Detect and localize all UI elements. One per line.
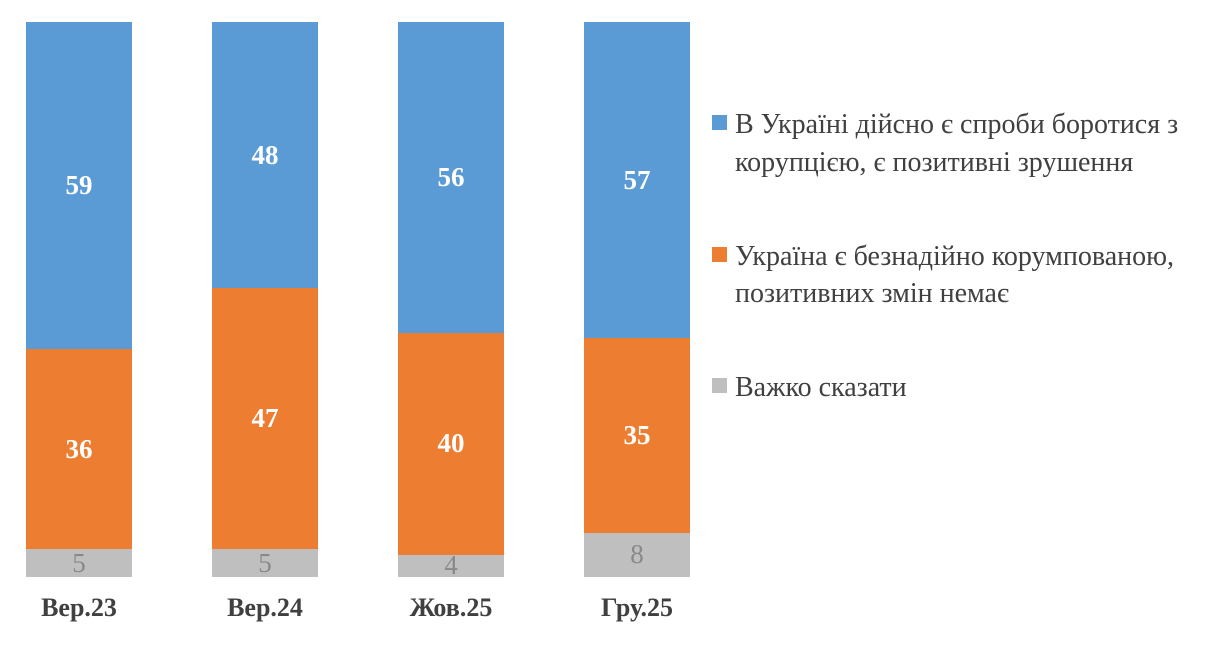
bar-value-label: 40 (437, 428, 465, 459)
bar-value-label: 48 (251, 139, 279, 170)
legend-item-label: Важко сказати (735, 372, 907, 404)
legend-item-label: В Україні дійсно є спроби боротися з кор… (735, 109, 1179, 178)
bar-segment: 36 (26, 349, 132, 550)
bar-segment: 4 (398, 550, 504, 581)
bar-value-label: 59 (65, 170, 93, 201)
bar-stack: 59 36 5 (26, 22, 132, 577)
bar-segment: 35 (584, 338, 690, 533)
bar-value-label: 5 (72, 547, 86, 578)
bar-value-label: 56 (437, 161, 465, 192)
bar-column: 48 47 5 Вер.24 (212, 22, 318, 623)
bar-segment: 5 (212, 549, 318, 577)
bar-value-label: 47 (251, 403, 279, 434)
legend-item-label: Україна є безнадійно корумпованою, позит… (735, 240, 1175, 310)
legend-item: В Україні дійсно є спроби боротися з кор… (712, 106, 1212, 182)
bar-column: 59 36 5 Вер.23 (26, 22, 132, 623)
bar-segment: 56 (398, 22, 504, 333)
bar-stack: 56 40 4 (398, 22, 504, 581)
bar-segment: 57 (584, 22, 690, 339)
category-label: Вер.23 (41, 593, 117, 622)
legend-swatch-icon (712, 115, 727, 130)
legend-swatch-icon (712, 246, 727, 262)
bar-segment: 8 (584, 532, 690, 577)
bar-segment: 48 (212, 22, 318, 289)
bar-value-label: 5 (258, 547, 272, 578)
legend-item: Україна є безнадійно корумпованою, позит… (712, 238, 1212, 314)
bar-value-label: 8 (630, 539, 644, 570)
bar-column: 57 35 8 Гру.25 (584, 22, 690, 623)
stacked-bar-chart: 59 36 5 Вер.23 48 47 5 Вер.24 56 40 4 Жов.25 57 35 8 Гр… (26, 22, 690, 623)
bar-column: 56 40 4 Жов.25 (398, 22, 504, 623)
category-label: Жов.25 (409, 593, 493, 622)
legend-swatch-icon (712, 378, 727, 394)
bar-segment: 59 (26, 22, 132, 350)
bar-segment: 40 (398, 332, 504, 555)
category-label: Гру.25 (601, 593, 673, 622)
bar-value-label: 4 (444, 550, 458, 581)
bar-stack: 57 35 8 (584, 22, 690, 577)
bar-stack: 48 47 5 (212, 22, 318, 577)
bar-segment: 5 (26, 549, 132, 577)
category-label: Вер.24 (227, 593, 303, 622)
bar-value-label: 36 (65, 433, 93, 464)
bar-value-label: 35 (623, 419, 651, 450)
legend: В Україні дійсно є спроби боротися з кор… (712, 106, 1212, 463)
bar-value-label: 57 (623, 164, 651, 195)
legend-item: Важко сказати (712, 369, 1212, 407)
bar-segment: 47 (212, 288, 318, 550)
